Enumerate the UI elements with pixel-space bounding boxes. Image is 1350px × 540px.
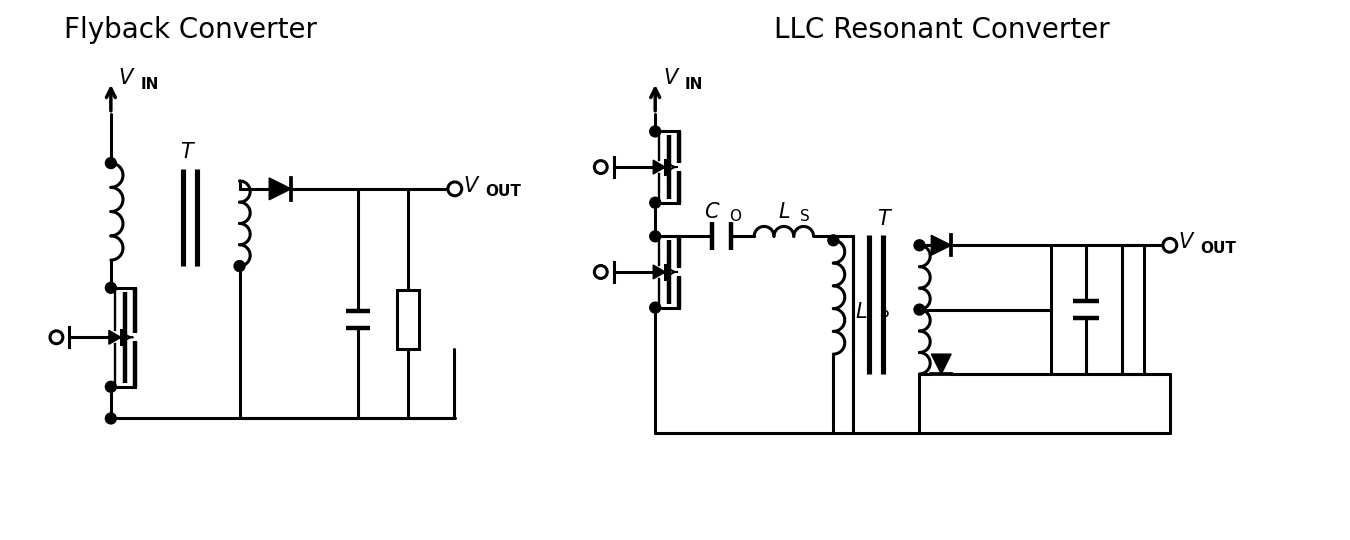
Circle shape: [105, 282, 116, 293]
Circle shape: [234, 261, 244, 272]
Text: T: T: [180, 142, 193, 162]
Polygon shape: [109, 330, 120, 344]
Circle shape: [649, 231, 660, 242]
Circle shape: [914, 240, 925, 251]
Text: L: L: [856, 302, 867, 322]
Text: O: O: [729, 209, 741, 224]
Circle shape: [50, 331, 63, 344]
Text: Flyback Converter: Flyback Converter: [63, 17, 316, 44]
Text: S: S: [799, 209, 810, 224]
Text: V: V: [463, 176, 478, 196]
Circle shape: [914, 304, 925, 315]
Text: L: L: [778, 201, 790, 221]
Circle shape: [828, 235, 838, 246]
Circle shape: [649, 197, 660, 208]
Circle shape: [649, 126, 660, 137]
Bar: [1122, 245, 1143, 374]
Polygon shape: [269, 178, 292, 200]
Text: C: C: [705, 201, 720, 221]
Text: V: V: [663, 68, 678, 88]
Polygon shape: [653, 160, 666, 174]
Circle shape: [448, 182, 462, 196]
Text: OUT: OUT: [1200, 241, 1237, 256]
Circle shape: [594, 266, 608, 279]
Polygon shape: [931, 354, 952, 374]
Circle shape: [594, 160, 608, 173]
Circle shape: [105, 381, 116, 392]
Polygon shape: [931, 235, 952, 255]
Text: IN: IN: [140, 77, 159, 92]
Text: T: T: [878, 208, 890, 228]
Text: OUT: OUT: [485, 184, 521, 199]
Text: IN: IN: [684, 77, 703, 92]
Text: P: P: [880, 309, 890, 325]
Text: V: V: [1179, 232, 1193, 252]
Circle shape: [105, 413, 116, 424]
Text: V: V: [119, 68, 134, 88]
Circle shape: [1162, 238, 1177, 252]
Polygon shape: [653, 265, 666, 279]
Circle shape: [105, 158, 116, 168]
Circle shape: [649, 302, 660, 313]
Bar: [397, 290, 418, 349]
Text: LLC Resonant Converter: LLC Resonant Converter: [775, 17, 1110, 44]
